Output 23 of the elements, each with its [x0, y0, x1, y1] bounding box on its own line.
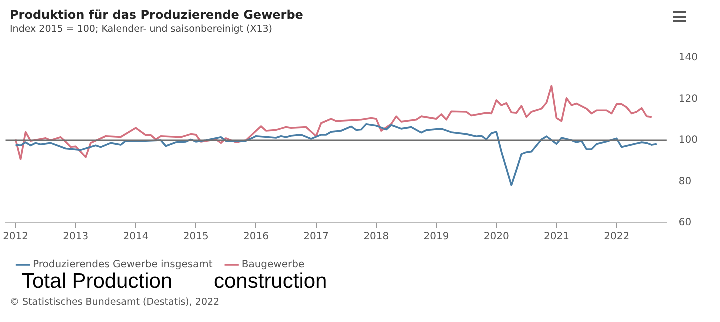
x-tick-label: 2012	[3, 232, 29, 243]
legend-label: Baugewerbe	[242, 260, 305, 271]
x-tick-label: 2019	[424, 232, 450, 243]
x-tick-label: 2018	[364, 232, 390, 243]
chart-title: Produktion für das Produzierende Gewerbe	[10, 8, 304, 22]
x-tick-label: 2016	[243, 232, 269, 243]
y-tick-label: 120	[678, 94, 698, 105]
x-tick-label: 2013	[63, 232, 89, 243]
text: construction	[214, 270, 328, 294]
x-tick-label: 2020	[484, 232, 510, 243]
x-tick-label: 2015	[183, 232, 209, 243]
x-tick-label: 2022	[604, 232, 630, 243]
y-tick-label: 100	[678, 135, 698, 146]
text: © Statistisches Bundesamt (Destatis), 2022	[10, 297, 220, 308]
y-tick-label: 140	[678, 52, 698, 64]
legend-label: Produzierendes Gewerbe insgesamt	[33, 260, 213, 271]
y-tick-label: 60	[678, 218, 692, 229]
x-tick-label: 2014	[123, 232, 149, 243]
x-tick-label: 2017	[304, 232, 330, 243]
y-tick-label: 80	[678, 176, 692, 188]
text: Total Production	[22, 270, 173, 294]
x-tick-label: 2021	[544, 232, 570, 243]
chart-subtitle: Index 2015 = 100; Kalender- und saisonbereinigt (X13)	[10, 24, 272, 35]
